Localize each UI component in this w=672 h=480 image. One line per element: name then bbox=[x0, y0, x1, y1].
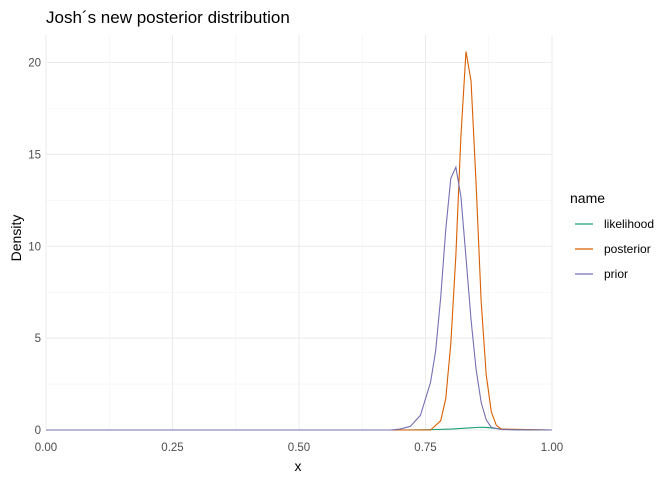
x-axis-title: x bbox=[295, 458, 302, 474]
series-line-posterior bbox=[46, 51, 553, 431]
y-tick-label: 15 bbox=[28, 149, 41, 161]
x-axis-ticks: 0.00 0.25 0.50 0.75 1.00 bbox=[35, 442, 563, 454]
y-tick-label: 0 bbox=[35, 425, 41, 437]
x-tick-label: 1.00 bbox=[541, 442, 563, 454]
x-tick-label: 0.50 bbox=[288, 442, 310, 454]
legend-label-posterior: posterior bbox=[604, 242, 651, 256]
y-axis-ticks: 0 5 10 15 20 bbox=[28, 58, 41, 437]
x-tick-label: 0.00 bbox=[35, 442, 57, 454]
y-axis-title: Density bbox=[8, 215, 24, 262]
y-tick-label: 5 bbox=[35, 333, 41, 345]
legend: name likelihood posterior prior bbox=[570, 190, 654, 281]
chart-title: Josh´s new posterior distribution bbox=[46, 8, 290, 27]
y-tick-label: 20 bbox=[28, 58, 41, 70]
series-line-prior bbox=[46, 165, 553, 431]
legend-label-likelihood: likelihood bbox=[604, 217, 654, 231]
legend-title: name bbox=[570, 190, 605, 206]
y-tick-label: 10 bbox=[28, 241, 41, 253]
x-tick-label: 0.75 bbox=[414, 442, 436, 454]
series-layer bbox=[46, 51, 553, 431]
legend-label-prior: prior bbox=[604, 267, 628, 281]
x-tick-label: 0.25 bbox=[161, 442, 183, 454]
